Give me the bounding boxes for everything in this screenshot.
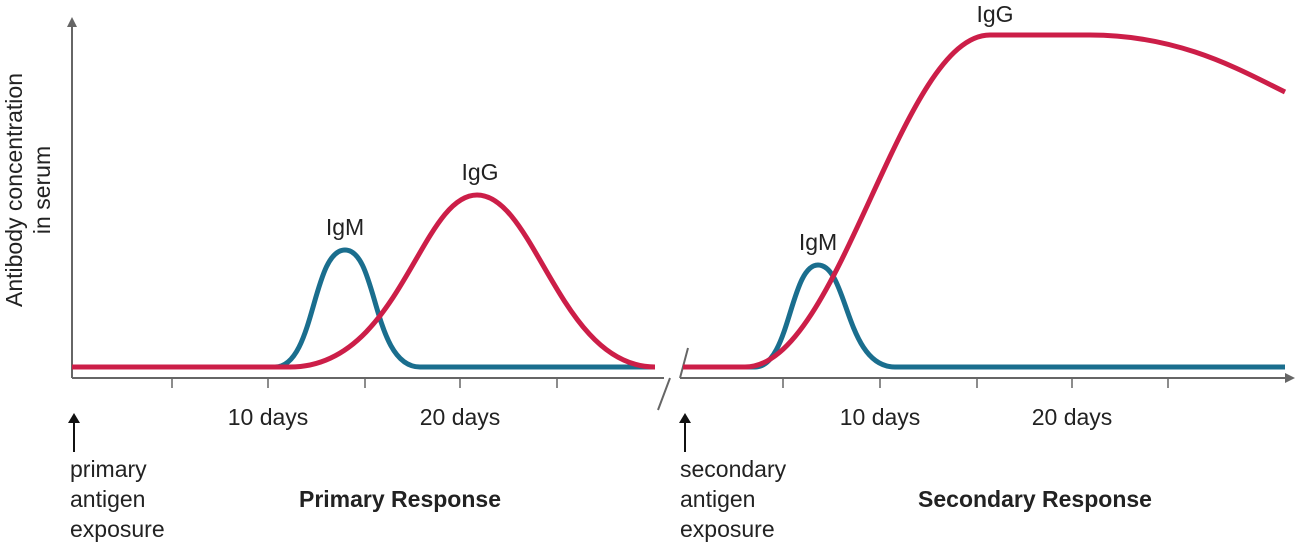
curve-label: IgG xyxy=(976,1,1013,27)
exposure-label: exposure xyxy=(680,516,775,542)
exposure-label: antigen xyxy=(70,486,145,512)
curve-label: IgM xyxy=(326,214,364,240)
igm-curve xyxy=(683,262,1285,370)
exposure-label: primary xyxy=(70,456,147,482)
igg-curve xyxy=(683,32,1287,370)
curve-label: IgM xyxy=(799,229,837,255)
exposure-label: exposure xyxy=(70,516,165,542)
section-title: Secondary Response xyxy=(918,486,1152,512)
y-axis-label: Antibody concentration xyxy=(1,73,27,307)
section-title: Primary Response xyxy=(299,486,501,512)
exposure-label: secondary xyxy=(680,456,787,482)
y-axis-label: in serum xyxy=(29,146,55,234)
tick-label: 10 days xyxy=(840,404,921,430)
igm-curve xyxy=(72,247,655,370)
ticks xyxy=(171,378,1169,388)
axis-break xyxy=(657,347,689,411)
curve-label: IgG xyxy=(461,159,498,185)
tick-label: 10 days xyxy=(228,404,309,430)
igg-curve xyxy=(72,192,656,370)
exposure-label: antigen xyxy=(680,486,755,512)
tick-label: 20 days xyxy=(420,404,501,430)
tick-label: 20 days xyxy=(1032,404,1113,430)
